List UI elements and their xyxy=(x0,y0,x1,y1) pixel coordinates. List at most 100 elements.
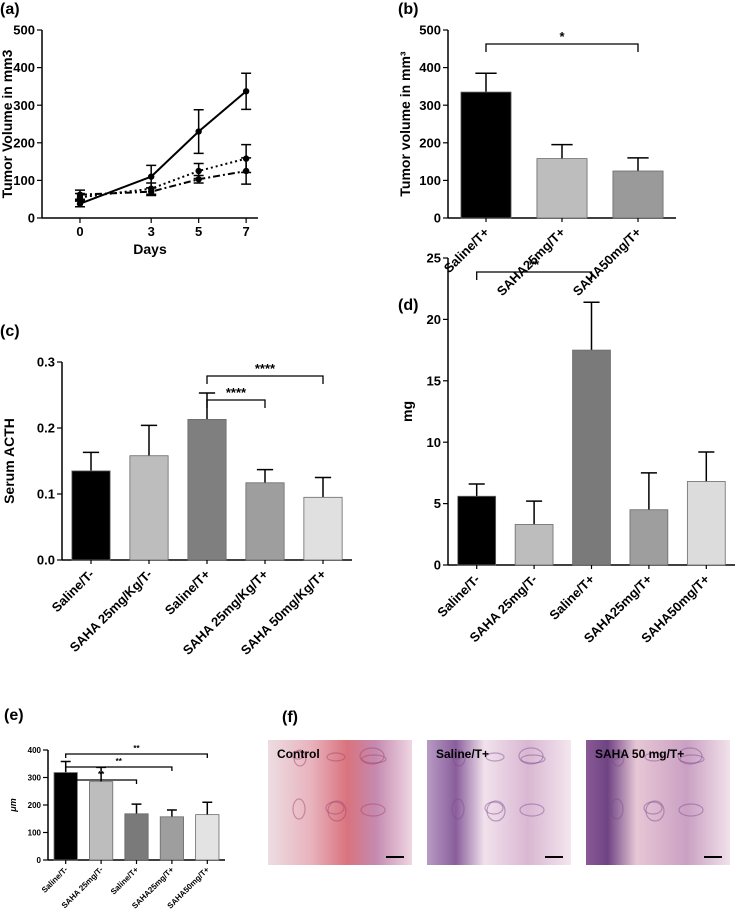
tissue-texture xyxy=(486,800,506,822)
y-tick-label: 100 xyxy=(419,173,441,188)
tissue-texture xyxy=(520,754,546,764)
point xyxy=(242,167,250,175)
significance-bracket xyxy=(206,375,324,384)
panel-label: (f) xyxy=(282,709,298,726)
tissue-texture xyxy=(452,749,466,767)
point xyxy=(195,167,202,175)
error-bar xyxy=(475,72,497,93)
y-tick-label: 200 xyxy=(13,135,35,150)
x-tick-label: Saline/T+ xyxy=(162,566,214,618)
bar xyxy=(514,524,554,566)
tissue-texture xyxy=(451,798,465,820)
error-bar xyxy=(583,301,600,351)
panel-label: (a) xyxy=(0,1,20,18)
error-bar xyxy=(202,801,213,815)
y-tick-label: 0 xyxy=(434,211,441,226)
point xyxy=(76,191,84,198)
error-bar xyxy=(640,472,657,510)
significance-label: * xyxy=(559,29,565,44)
y-tick-label: 10 xyxy=(427,435,441,450)
bar xyxy=(187,419,227,561)
point xyxy=(76,200,84,207)
tissue-texture xyxy=(519,803,545,817)
error-bar xyxy=(551,143,573,159)
x-tick-label: Saline/T+ xyxy=(109,865,141,897)
tissue-texture xyxy=(645,800,665,822)
image-label: Saline/T+ xyxy=(436,747,489,761)
y-tick-label: 20 xyxy=(427,312,441,327)
y-tick-label: 500 xyxy=(13,23,35,38)
tissue-texture xyxy=(609,750,623,760)
y-tick-label: 0.2 xyxy=(37,421,55,436)
point xyxy=(147,188,155,195)
tissue-texture xyxy=(485,752,505,762)
y-tick-label: 300 xyxy=(419,98,441,113)
x-tick-label: Saline/T- xyxy=(434,572,482,620)
significance-bracket xyxy=(476,271,593,280)
y-tick-label: 400 xyxy=(419,60,441,75)
y-axis-label: mg xyxy=(399,401,415,422)
error-bar xyxy=(314,476,332,498)
y-tick-label: 500 xyxy=(419,23,441,38)
series-line xyxy=(79,90,247,205)
bar xyxy=(686,481,726,566)
error-bar xyxy=(140,424,158,456)
x-tick-label: 5 xyxy=(195,224,202,239)
x-tick-label: 3 xyxy=(148,224,155,239)
y-tick-label: 200 xyxy=(28,801,42,810)
y-tick-label: 300 xyxy=(13,98,35,113)
bar xyxy=(460,91,512,219)
y-tick-label: 15 xyxy=(427,373,441,388)
bar xyxy=(159,816,184,861)
tissue-texture xyxy=(293,749,307,767)
bar xyxy=(457,495,497,566)
tissue-texture xyxy=(644,752,664,762)
tissue-texture xyxy=(678,803,704,817)
bar xyxy=(71,470,111,561)
x-tick-label: SAHA50mg/T+ xyxy=(570,224,644,298)
tissue-texture xyxy=(484,801,504,815)
point xyxy=(147,173,155,180)
significance-bracket xyxy=(485,43,639,52)
y-tick-label: 0.0 xyxy=(37,553,55,568)
tissue-texture xyxy=(325,801,345,815)
error-bar xyxy=(256,468,274,483)
histology-image xyxy=(586,740,730,865)
error-bar xyxy=(131,803,142,814)
error-bar xyxy=(526,500,543,525)
image-label: SAHA 50 mg/T+ xyxy=(595,747,684,761)
significance-label: ** xyxy=(529,257,540,272)
point xyxy=(195,128,202,135)
y-tick-label: 0 xyxy=(37,856,42,865)
significance-label: ** xyxy=(116,757,123,766)
y-axis-label: Serum ACTH xyxy=(1,418,17,504)
y-axis-label: μm xyxy=(8,798,18,812)
y-tick-label: 100 xyxy=(13,173,35,188)
bar xyxy=(536,158,588,219)
bar xyxy=(53,772,78,861)
significance-bracket xyxy=(65,753,208,758)
significance-label: **** xyxy=(226,385,247,400)
x-tick-label: Saline/T- xyxy=(40,865,70,895)
tissue-texture xyxy=(327,800,347,822)
panel-label: (c) xyxy=(0,323,20,340)
y-tick-label: 0.3 xyxy=(37,355,55,370)
bar xyxy=(612,170,664,219)
histology-image xyxy=(268,740,412,865)
point xyxy=(195,176,202,183)
tissue-texture xyxy=(292,798,306,820)
tissue-texture xyxy=(518,747,544,765)
y-tick-label: 0.1 xyxy=(37,487,55,502)
panel-label: (b) xyxy=(398,1,418,18)
tissue-texture xyxy=(611,749,625,767)
panel-label: (d) xyxy=(398,297,418,314)
panel-label: (e) xyxy=(4,707,24,724)
bar xyxy=(124,813,149,861)
histology-image xyxy=(427,740,571,865)
significance-bracket xyxy=(65,779,138,784)
bar xyxy=(629,509,669,566)
point xyxy=(242,88,250,95)
tissue-texture xyxy=(359,747,385,765)
bar xyxy=(303,496,343,561)
